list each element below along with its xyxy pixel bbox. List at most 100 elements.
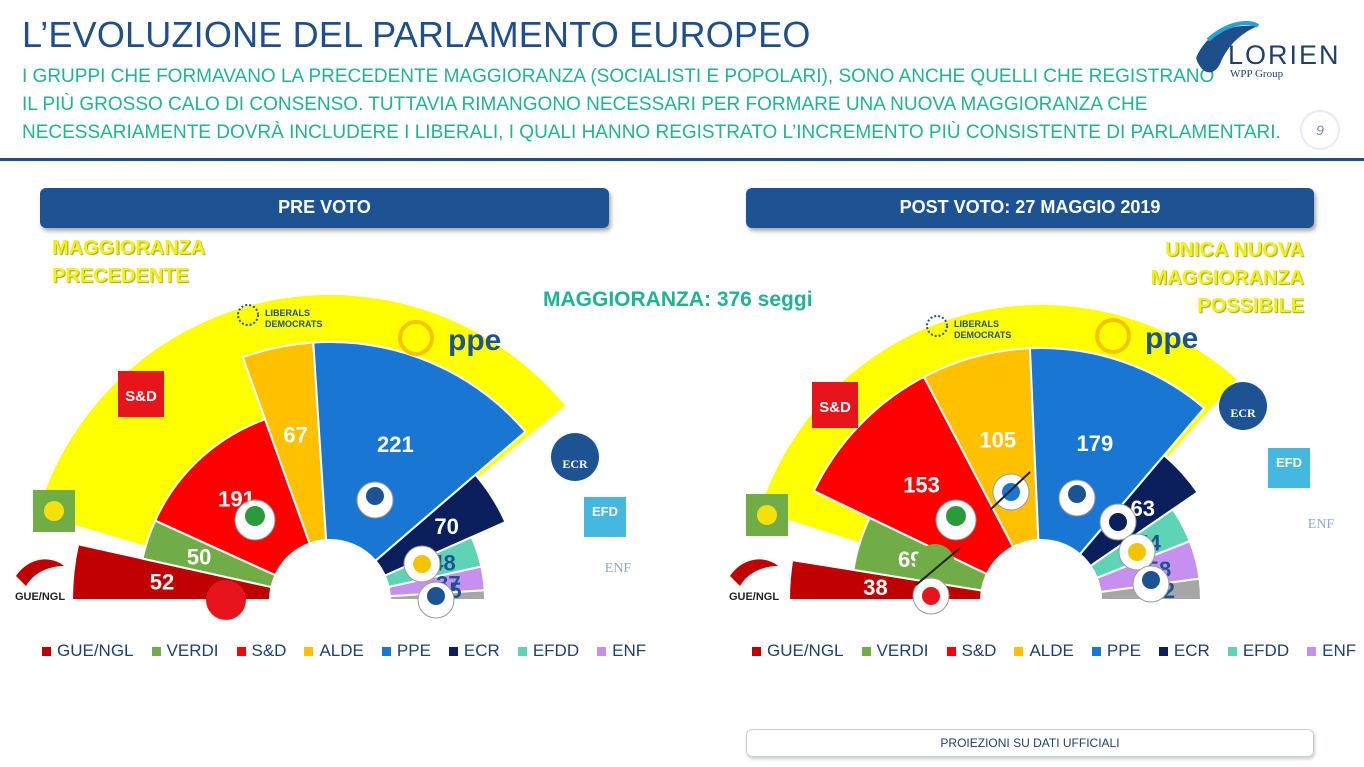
legend-swatch — [752, 646, 761, 656]
legend-item-gue-ngl: GUE/NGL — [752, 641, 844, 661]
efd-logo-text: EFD — [592, 504, 618, 519]
lorien-logo-icon — [1196, 21, 1260, 73]
alde-logo-text-1: LIBERALS — [954, 319, 999, 329]
legend-item-ppe: PPE — [1091, 641, 1141, 661]
seat-count-alde: 67 — [283, 423, 307, 448]
legend-post-voto: GUE/NGL VERDI S&D ALDE PPE ECR EFDD ENF — [752, 641, 1364, 661]
greens-logo-icon — [33, 490, 788, 536]
seat-count-sd: 153 — [903, 473, 940, 498]
legend-item-enf: ENF — [597, 641, 646, 661]
legend-label: PPE — [1106, 641, 1141, 660]
logo-sub: WPP Group — [1230, 68, 1284, 80]
new-majority-label-1: UNICA NUOVA — [1165, 239, 1304, 261]
subtitle-line-3: NECESSARIAMENTE DOVRÀ INCLUDERE I LIBERA… — [22, 122, 1281, 143]
legend-swatch — [1227, 646, 1237, 656]
legend-label: ECR — [1173, 641, 1210, 660]
ppe-logo-icon: ppe ppe — [398, 318, 1198, 357]
legend-item-enf: ENF — [1307, 641, 1356, 661]
legend-swatch — [1014, 646, 1024, 656]
legend-item-sd: S&D — [946, 641, 997, 661]
legend-label: S&D — [961, 641, 997, 660]
legend-swatch — [1091, 646, 1101, 656]
legend-swatch — [861, 646, 871, 656]
legend-label: GUE/NGL — [57, 641, 134, 660]
legend-label: EFDD — [532, 641, 580, 660]
logo-name: LORIEN — [1228, 40, 1341, 70]
ppe-logo-text: ppe — [1145, 322, 1198, 355]
legend-item-gue-ngl: GUE/NGL — [42, 641, 134, 661]
legend-label: EFDD — [1242, 641, 1290, 660]
enf-logo-text: ENF — [605, 561, 632, 576]
pre-voto-heading: PRE VOTO — [40, 188, 609, 228]
legend-item-alde: ALDE — [1014, 641, 1074, 661]
header-divider — [0, 158, 1364, 161]
legend-label: ENF — [612, 641, 647, 660]
legend-label: ALDE — [319, 641, 364, 660]
subtitle-line-1: I GRUPPI CHE FORMAVANO LA PRECEDENTE MAG… — [22, 66, 1215, 87]
legend-swatch — [1307, 646, 1317, 656]
national-party-logos — [206, 471, 1170, 620]
sd-logo-text: S&D — [819, 399, 851, 416]
alde-logo-text-2: DEMOCRATS — [265, 319, 322, 329]
seat-count-ecr: 70 — [434, 514, 458, 539]
legend-item-verdi: VERDI — [861, 641, 929, 661]
legend-pre-voto: GUE/NGL VERDI S&D ALDE PPE ECR EFDD ENF — [42, 641, 664, 661]
legend-item-ppe: PPE — [381, 641, 431, 661]
legend-swatch — [236, 646, 246, 656]
legend-item-verdi: VERDI — [151, 641, 219, 661]
majority-threshold-label: MAGGIORANZA: 376 seggi — [543, 288, 813, 311]
gue-logo-text: GUE/NGL — [15, 591, 65, 603]
ecr-logo-text: ECR — [1230, 406, 1256, 420]
previous-majority-label-1: MAGGIORANZA — [52, 237, 206, 259]
legend-item-ecr: ECR — [448, 641, 500, 661]
alde-logo-text-1: LIBERALS — [265, 308, 310, 318]
legend-item-efdd: EFDD — [1227, 641, 1290, 661]
page-number: 9 — [1300, 110, 1340, 150]
legend-label: ALDE — [1029, 641, 1074, 660]
sd-logo-text: S&D — [125, 388, 157, 405]
seat-slice-sd — [153, 418, 311, 577]
efd-logo-icon: EFD EFD — [584, 448, 1310, 537]
efd-logo-text: EFD — [1276, 455, 1302, 470]
legend-item-alde: ALDE — [304, 641, 364, 661]
legend-label: ECR — [463, 641, 500, 660]
alde-logo-icon: LIBERALS DEMOCRATS LIBERALS DEMOCRATS — [237, 304, 1011, 340]
alde-logo-text-2: DEMOCRATS — [954, 330, 1011, 340]
enf-logo-text: ENF — [1308, 517, 1335, 532]
subtitle-line-2: IL PIÙ GROSSO CALO DI CONSENSO. TUTTAVIA… — [22, 94, 1148, 115]
new-majority-label-2: MAGGIORANZA — [1150, 267, 1304, 289]
sd-logo-icon: S&D S&D — [118, 371, 858, 428]
legend-label: S&D — [251, 641, 287, 660]
seat-count-ppe: 179 — [1077, 431, 1114, 456]
legend-swatch — [517, 646, 527, 656]
seat-count-alde: 105 — [979, 428, 1016, 453]
seat-count-ppe: 221 — [377, 432, 414, 457]
ecr-logo-icon: ECR ECR — [551, 382, 1267, 481]
enf-logo-icon: ENF ENF — [605, 517, 1335, 576]
legend-swatch — [381, 646, 391, 656]
legend-swatch — [597, 646, 607, 656]
post-voto-heading: POST VOTO: 27 MAGGIO 2019 — [746, 188, 1314, 228]
legend-swatch — [448, 646, 458, 656]
legend-label: GUE/NGL — [767, 641, 844, 660]
legend-label: VERDI — [876, 641, 929, 660]
seat-count-gue-ngl: 52 — [150, 570, 174, 595]
legend-swatch — [42, 646, 51, 656]
legend-swatch — [304, 646, 314, 656]
legend-label: ENF — [1322, 641, 1357, 660]
seat-count-verdi: 50 — [187, 544, 211, 569]
footnote: PROIEZIONI SU DATI UFFICIALI — [746, 729, 1314, 757]
legend-swatch — [1158, 646, 1168, 656]
previous-majority-label-2: PRECEDENTE — [52, 265, 189, 287]
legend-label: VERDI — [166, 641, 219, 660]
legend-item-ecr: ECR — [1158, 641, 1210, 661]
legend-swatch — [946, 646, 956, 656]
legend-item-efdd: EFDD — [517, 641, 580, 661]
seat-count-gue-ngl: 38 — [863, 575, 887, 600]
legend-item-sd: S&D — [236, 641, 287, 661]
new-majority-label-3: POSSIBILE — [1197, 295, 1304, 317]
ecr-logo-text: ECR — [562, 457, 588, 471]
gue-logo-icon: GUE/NGL GUE/NGL — [15, 559, 779, 603]
gue-logo-text: GUE/NGL — [729, 591, 779, 603]
